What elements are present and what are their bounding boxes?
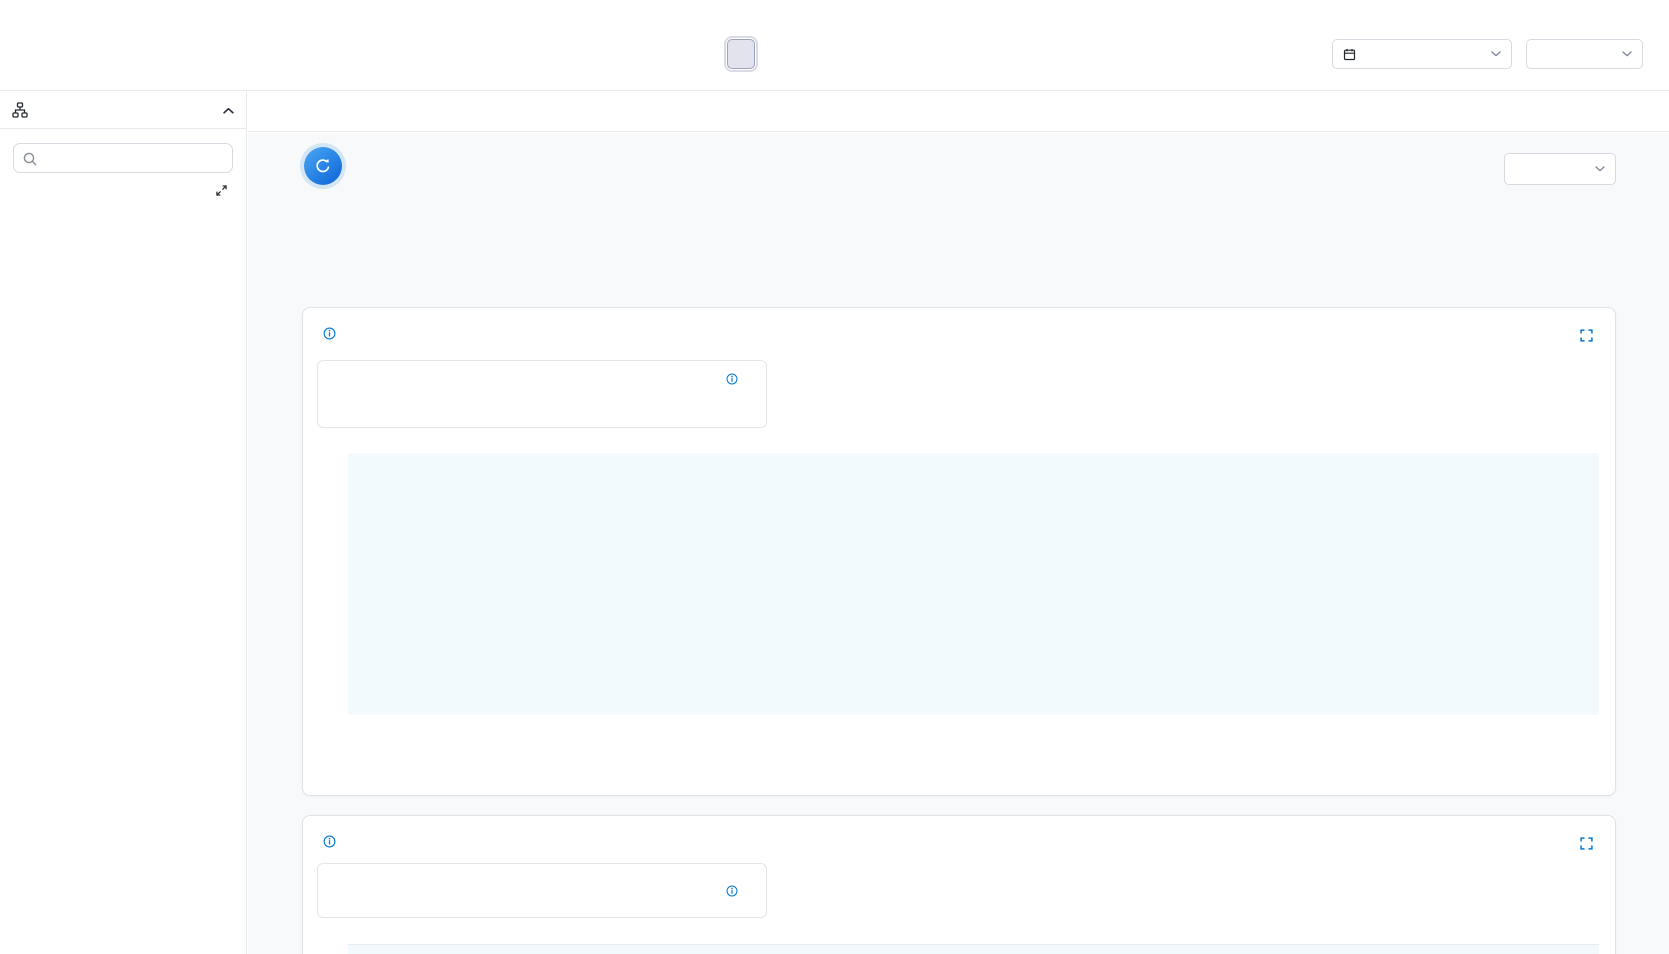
expand-all-button[interactable]	[0, 185, 232, 196]
chevron-up-icon[interactable]	[223, 107, 234, 114]
org-tree-icon	[12, 102, 28, 118]
top-header	[0, 0, 1669, 91]
deployment-frequency-panel	[302, 815, 1616, 954]
lead-time-title-row	[317, 327, 336, 340]
y-axis	[303, 453, 342, 715]
deployment-view-breakdown[interactable]	[1580, 837, 1599, 850]
calendar-icon	[1343, 48, 1356, 61]
content-area	[248, 133, 1669, 954]
deployment-summary-card	[317, 863, 767, 918]
deployment-plot	[348, 944, 1599, 954]
chevron-down-icon	[1491, 51, 1501, 57]
granularity-select[interactable]	[1526, 39, 1643, 69]
info-icon[interactable]	[726, 885, 738, 897]
x-axis	[348, 727, 1599, 741]
lead-time-summary-card	[317, 360, 767, 428]
org-tree-sidebar	[0, 92, 247, 954]
main-area	[248, 92, 1669, 954]
expand-corners-icon	[1580, 837, 1593, 850]
chevron-down-icon	[1595, 166, 1605, 172]
org-tree-button[interactable]	[727, 39, 755, 69]
expand-corners-icon	[1580, 329, 1593, 342]
lead-time-view-breakdown[interactable]	[1580, 329, 1599, 342]
chevron-down-icon	[1622, 51, 1632, 57]
date-range-select[interactable]	[1332, 39, 1512, 69]
deployment-title-row	[317, 835, 336, 848]
sidebar-header	[0, 92, 246, 129]
lead-time-panel	[302, 307, 1616, 796]
phase-distribution-bar	[334, 406, 750, 416]
expand-icon	[216, 185, 227, 196]
lead-time-plot	[348, 453, 1599, 715]
search-icon	[23, 152, 37, 166]
showing-select[interactable]	[1504, 153, 1616, 185]
tab-bar	[248, 92, 1669, 132]
info-icon[interactable]	[726, 373, 738, 385]
search-box	[13, 143, 233, 173]
dora-metrics-icon	[304, 147, 342, 185]
search-input[interactable]	[14, 144, 232, 172]
info-icon[interactable]	[323, 835, 336, 848]
info-icon[interactable]	[323, 327, 336, 340]
